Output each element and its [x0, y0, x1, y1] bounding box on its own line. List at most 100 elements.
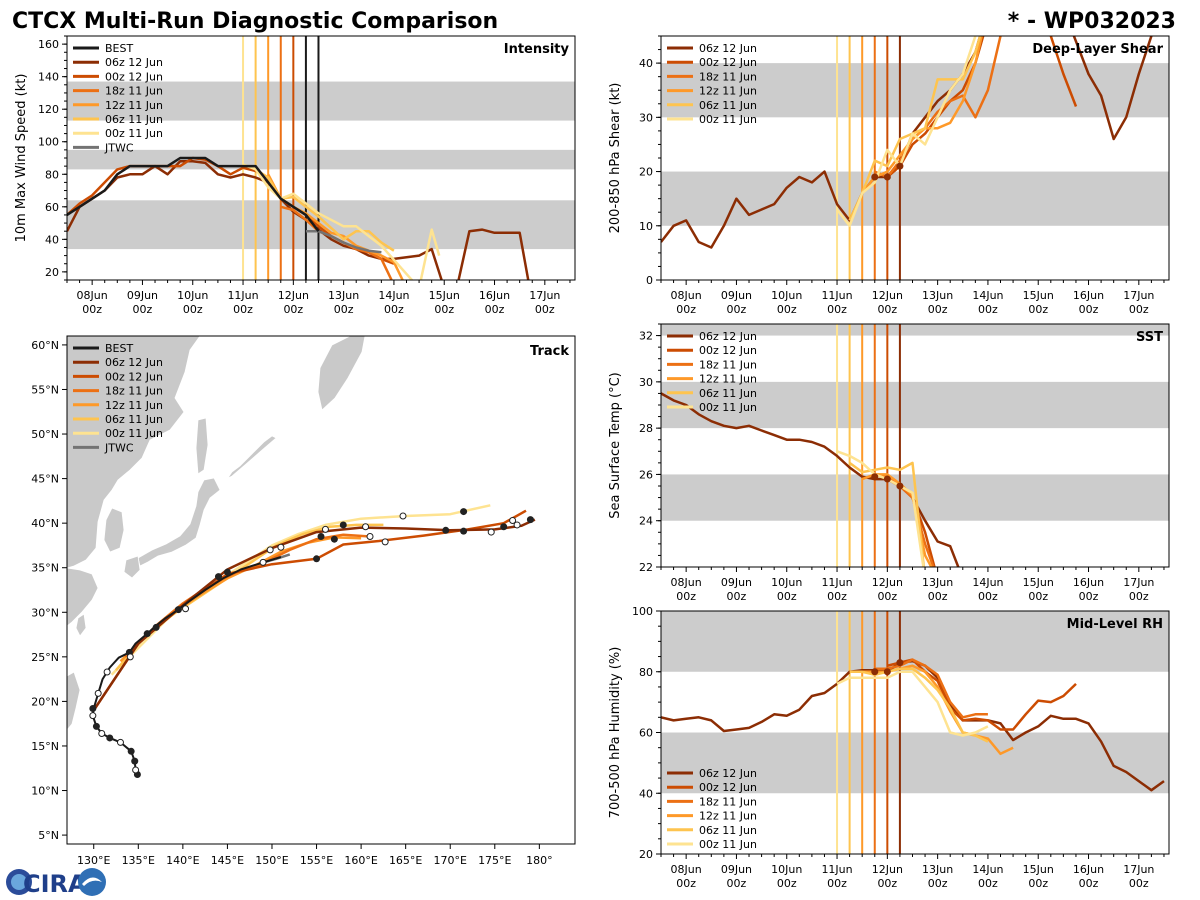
shear-panel-label: Deep-Layer Shear — [1032, 42, 1163, 57]
rh-legend-label-06z-11-jun: 06z 11 Jun — [699, 824, 757, 837]
shear-xtick-label-9: 17Jun — [1123, 289, 1154, 302]
track-point-filled-4 — [92, 722, 100, 730]
track-point-filled-5 — [89, 705, 97, 713]
track-legend-label-06z-11-jun: 06z 11 Jun — [105, 413, 163, 426]
sst-xtick-sublabel-2: 00z — [777, 590, 797, 603]
shear-marker-1 — [883, 173, 891, 181]
shear-band-0 — [661, 171, 1169, 226]
shear-xtick-sublabel-1: 00z — [727, 303, 747, 316]
track-ytick-label-10: 55°N — [31, 383, 59, 396]
intensity-panel-label: Intensity — [504, 42, 570, 57]
shear-xtick-label-6: 14Jun — [972, 289, 1003, 302]
philippines — [67, 671, 81, 731]
track-ytick-label-6: 35°N — [31, 562, 59, 575]
sst-xtick-label-0: 08Jun — [671, 576, 702, 589]
track-point-filled-18 — [460, 508, 468, 516]
track-point-open-8 — [259, 558, 267, 566]
japan-islands — [137, 477, 221, 567]
track-ytick-label-9: 50°N — [31, 428, 59, 441]
track-legend-label-jtwc: JTWC — [104, 441, 134, 454]
track-xtick-label-1: 135°E — [122, 854, 155, 867]
intensity-xtick-label-1: 09Jun — [127, 289, 158, 302]
rh-xtick-sublabel-6: 00z — [978, 877, 998, 890]
intensity-xtick-label-0: 08Jun — [77, 289, 108, 302]
track-frame — [66, 335, 576, 845]
intensity-ytick-label-7: 160 — [38, 38, 59, 51]
shear-legend-label-12z-11-jun: 12z 11 Jun — [699, 85, 757, 98]
track-point-filled-14 — [330, 535, 338, 543]
track-point-open-10 — [266, 546, 274, 554]
sst-ytick-label-4: 30 — [639, 376, 653, 389]
rh-panel: 08Jun00z09Jun00z10Jun00z11Jun00z12Jun00z… — [608, 605, 1170, 890]
sst-ytick-label-2: 26 — [639, 468, 653, 481]
intensity-xtick-sublabel-6: 00z — [384, 303, 404, 316]
rh-legend-label-12z-11-jun: 12z 11 Jun — [699, 810, 757, 823]
shear-xtick-label-8: 16Jun — [1073, 289, 1104, 302]
intensity-xtick-label-9: 17Jun — [529, 289, 560, 302]
rh-xtick-label-0: 08Jun — [671, 863, 702, 876]
logo-globe-inner-icon — [11, 874, 27, 890]
intensity-legend-label-00z-12-jun: 00z 12 Jun — [105, 70, 163, 83]
shear-ytick-label-4: 40 — [639, 57, 653, 70]
sst-xtick-sublabel-5: 00z — [928, 590, 948, 603]
rh-xtick-sublabel-4: 00z — [877, 877, 897, 890]
intensity-legend-label-06z-12-jun: 06z 12 Jun — [105, 56, 163, 69]
track-point-open-5 — [126, 653, 134, 661]
shear-xtick-label-3: 11Jun — [821, 289, 852, 302]
shear-series-group — [661, 36, 1153, 249]
logo-swirl-icon — [82, 877, 102, 886]
shear-panel: 08Jun00z09Jun00z10Jun00z11Jun00z12Jun00z… — [608, 35, 1170, 316]
intensity-xtick-sublabel-9: 00z — [535, 303, 555, 316]
intensity-series-00z-11-jun — [242, 163, 441, 280]
track-legend-label-00z-11-jun: 00z 11 Jun — [105, 427, 163, 440]
track-point-open-4 — [94, 689, 102, 697]
logo-text: CIRA — [23, 870, 87, 898]
rh-marker-0 — [871, 668, 879, 676]
sst-ytick-label-3: 28 — [639, 422, 653, 435]
rh-ytick-label-4: 100 — [632, 605, 653, 618]
track-point-filled-2 — [127, 747, 135, 755]
intensity-xtick-sublabel-4: 00z — [283, 303, 303, 316]
rh-xtick-sublabel-0: 00z — [676, 877, 696, 890]
sst-xtick-label-6: 14Jun — [972, 576, 1003, 589]
shear-xtick-sublabel-4: 00z — [877, 303, 897, 316]
intensity-ytick-label-1: 40 — [45, 233, 59, 246]
shear-series-00z-11-jun — [836, 36, 977, 228]
track-ytick-label-11: 60°N — [31, 339, 59, 352]
cira-logo: CIRA — [6, 868, 106, 898]
intensity-xtick-sublabel-2: 00z — [183, 303, 203, 316]
sst-xtick-sublabel-7: 00z — [1028, 590, 1048, 603]
sst-ytick-label-0: 22 — [639, 561, 653, 574]
track-xtick-label-3: 145°E — [211, 854, 244, 867]
intensity-xtick-label-3: 11Jun — [227, 289, 258, 302]
track-point-open-2 — [98, 729, 106, 737]
kuril-islands — [223, 435, 277, 481]
sst-series-06z-11-jun — [848, 461, 926, 567]
rh-legend-label-06z-12-jun: 06z 12 Jun — [699, 767, 757, 780]
shear-legend-label-06z-11-jun: 06z 11 Jun — [699, 99, 757, 112]
sst-xtick-label-3: 11Jun — [821, 576, 852, 589]
rh-xtick-sublabel-1: 00z — [727, 877, 747, 890]
shear-xtick-label-5: 13Jun — [922, 289, 953, 302]
sst-xtick-label-9: 17Jun — [1123, 576, 1154, 589]
shear-xtick-label-4: 12Jun — [872, 289, 903, 302]
track-ytick-label-2: 15°N — [31, 740, 59, 753]
track-point-filled-12 — [313, 555, 321, 563]
intensity-ytick-label-4: 100 — [38, 136, 59, 149]
intensity-xtick-sublabel-5: 00z — [334, 303, 354, 316]
sst-xtick-label-5: 13Jun — [922, 576, 953, 589]
rh-ytick-label-0: 20 — [639, 848, 653, 861]
sst-xtick-label-1: 09Jun — [721, 576, 752, 589]
sst-xtick-sublabel-8: 00z — [1079, 590, 1099, 603]
rh-marker-2 — [896, 659, 904, 667]
rh-xtick-sublabel-9: 00z — [1129, 877, 1149, 890]
rh-series-18z-11-jun — [874, 658, 988, 719]
shear-band-1 — [661, 63, 1169, 118]
intensity-panel: 08Jun00z09Jun00z10Jun00z11Jun00z12Jun00z… — [14, 35, 576, 316]
rh-xtick-sublabel-5: 00z — [928, 877, 948, 890]
track-point-open-3 — [89, 712, 97, 720]
track-xtick-label-7: 165°E — [389, 854, 422, 867]
track-legend-label-00z-12-jun: 00z 12 Jun — [105, 370, 163, 383]
rh-ylabel: 700-500 hPa Humidity (%) — [608, 647, 623, 819]
